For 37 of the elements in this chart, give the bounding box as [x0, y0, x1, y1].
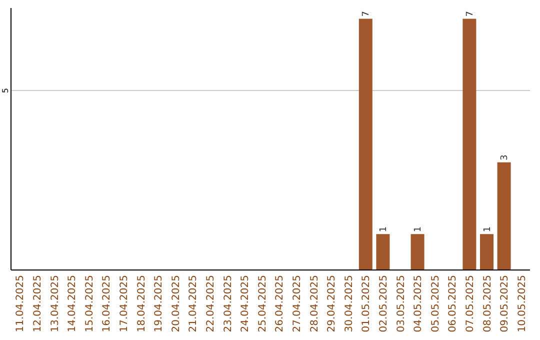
x-tick-label: 01.05.2025: [361, 275, 372, 332]
data-label: 7: [465, 11, 476, 17]
data-label: 3: [500, 154, 510, 160]
x-tick-label: 03.05.2025: [396, 275, 407, 332]
x-tick-label: 12.04.2025: [32, 275, 44, 332]
x-tick-label: 11.04.2025: [15, 275, 26, 332]
x-tick-label: 08.05.2025: [482, 275, 494, 332]
x-tick-label: 14.04.2025: [67, 275, 78, 332]
x-tick-label: 19.04.2025: [154, 275, 165, 332]
x-tick-label: 25.04.2025: [257, 275, 268, 332]
x-tick-label: 02.05.2025: [378, 275, 390, 332]
x-tick-label: 28.04.2025: [309, 275, 320, 332]
x-tick-label: 29.04.2025: [326, 275, 338, 332]
x-tick-label: 07.05.2025: [464, 275, 476, 332]
x-tick-label: 13.04.2025: [50, 275, 61, 332]
data-label: 7: [362, 11, 372, 17]
x-tick-label: 23.04.2025: [222, 275, 234, 332]
x-tick-label: 05.05.2025: [430, 275, 442, 332]
x-tick-label: 04.05.2025: [413, 275, 424, 332]
x-tick-label: 27.04.2025: [292, 275, 303, 332]
data-label: 1: [482, 226, 493, 232]
x-tick-label: 24.04.2025: [240, 275, 252, 332]
x-tick-label: 09.05.2025: [500, 275, 511, 332]
data-label: 1: [378, 226, 389, 232]
x-tick-label: 17.04.2025: [118, 275, 130, 332]
x-tick-label: 16.04.2025: [102, 275, 113, 332]
x-tick-label: 15.04.2025: [84, 275, 96, 332]
x-tick-label: 30.04.2025: [344, 275, 355, 332]
y-tick-label: 5: [1, 88, 10, 94]
x-tick-label: 10.05.2025: [516, 275, 528, 332]
x-tick-label: 26.04.2025: [274, 275, 286, 332]
x-tick-label: 18.04.2025: [136, 275, 148, 332]
x-tick-label: 22.04.2025: [205, 275, 216, 332]
x-tick-label: 06.05.2025: [448, 275, 459, 332]
data-label: 1: [414, 226, 424, 232]
x-tick-label: 21.04.2025: [188, 275, 200, 332]
x-tick-label: 20.04.2025: [170, 275, 182, 332]
